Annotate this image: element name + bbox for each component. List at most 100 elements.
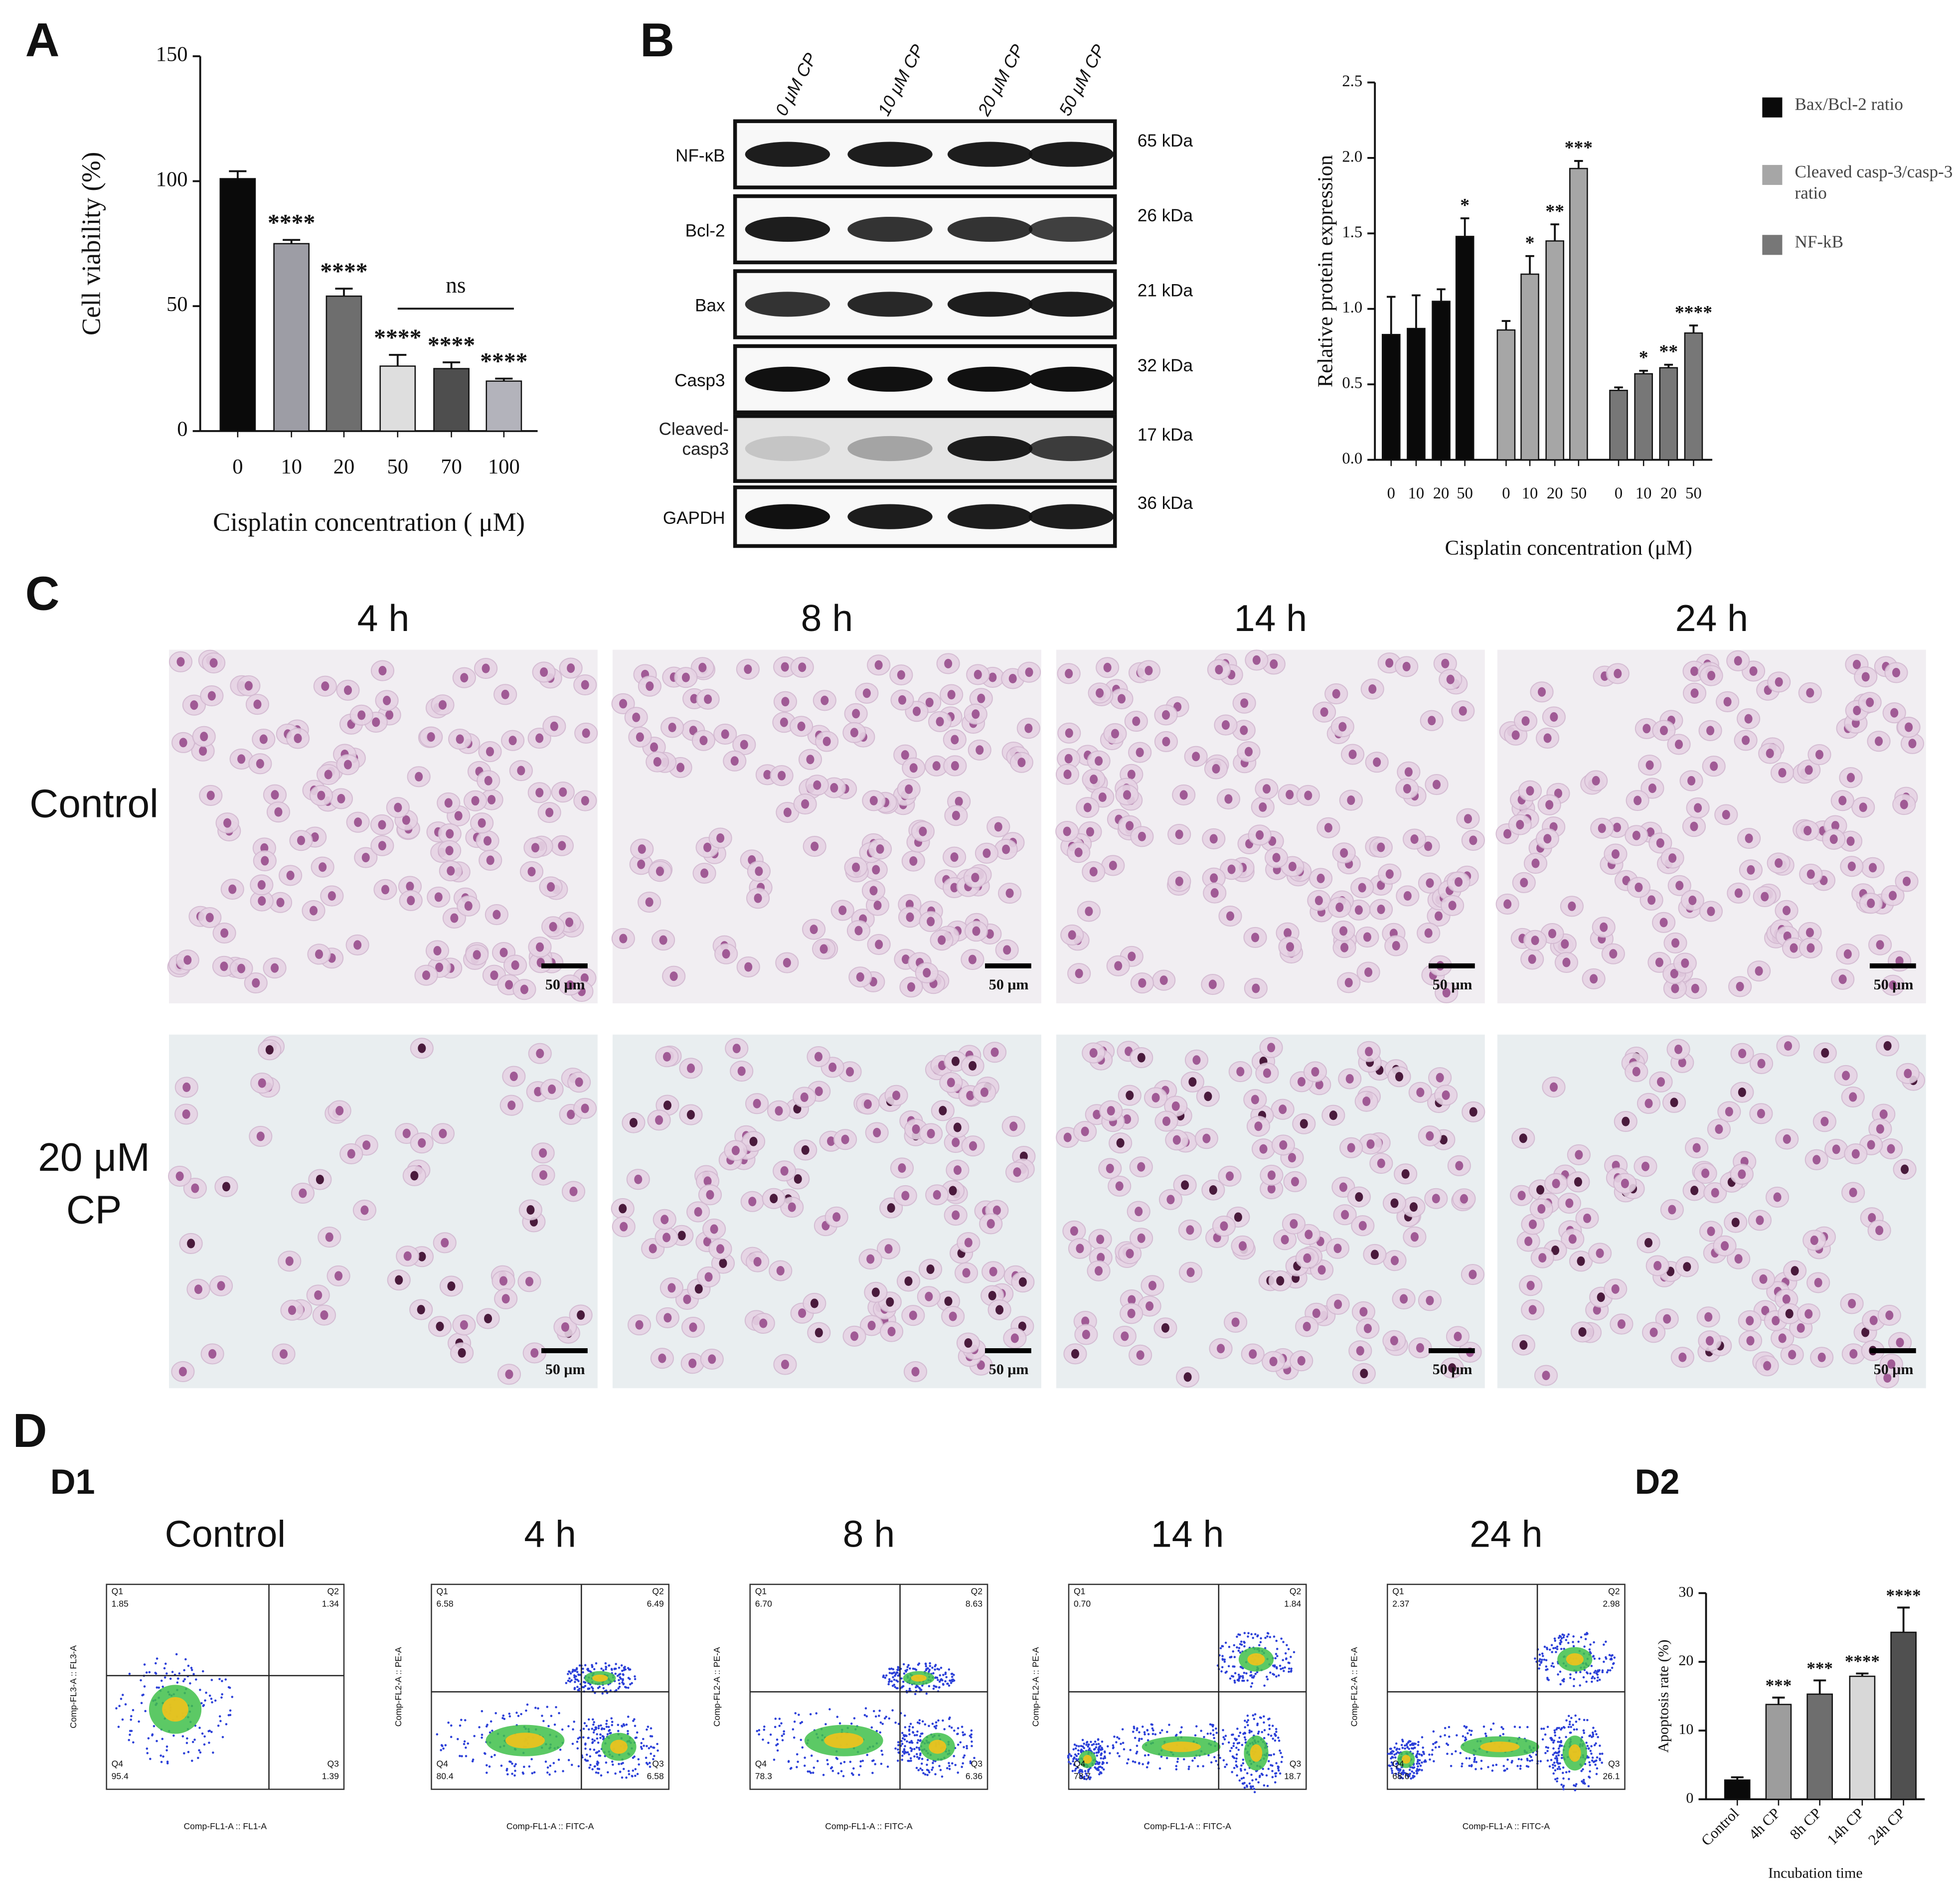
event — [1550, 1644, 1553, 1646]
nucleus — [1114, 961, 1123, 971]
event — [1595, 1733, 1598, 1735]
x-tick-label: 14h CP — [1823, 1805, 1867, 1848]
event — [888, 1668, 891, 1671]
event — [1565, 1735, 1567, 1738]
time-label: 24 h — [1675, 597, 1748, 639]
nucleus — [964, 1338, 973, 1348]
nucleus — [402, 1128, 411, 1138]
nucleus — [875, 940, 883, 949]
event — [1590, 1752, 1593, 1755]
event — [938, 1765, 941, 1767]
nucleus — [454, 811, 463, 821]
event — [1267, 1718, 1270, 1721]
event — [919, 1767, 922, 1770]
blot-band — [847, 436, 933, 462]
event — [1238, 1676, 1241, 1678]
nucleus — [655, 866, 664, 876]
nucleus — [1426, 1295, 1434, 1305]
event — [1115, 1741, 1118, 1743]
event — [769, 1733, 772, 1736]
nucleus — [1671, 983, 1679, 993]
nucleus — [1744, 714, 1753, 724]
nucleus — [1063, 826, 1071, 836]
event — [1165, 1757, 1168, 1759]
event — [1223, 1738, 1226, 1740]
event — [934, 1664, 937, 1666]
event — [486, 1764, 488, 1766]
event — [637, 1758, 640, 1760]
event — [919, 1735, 922, 1737]
event — [1243, 1632, 1246, 1634]
nucleus — [872, 865, 880, 875]
event — [1550, 1665, 1553, 1667]
nucleus — [1126, 1249, 1134, 1259]
event — [586, 1759, 589, 1762]
event — [1224, 1641, 1227, 1644]
event — [921, 1720, 924, 1723]
nucleus — [360, 1205, 369, 1215]
event — [1561, 1679, 1564, 1682]
nucleus — [994, 822, 1002, 832]
nucleus — [1126, 821, 1134, 831]
event — [1269, 1671, 1272, 1674]
nucleus — [427, 732, 435, 742]
event — [583, 1722, 586, 1725]
event — [931, 1723, 934, 1725]
event — [481, 1733, 484, 1736]
nucleus — [1432, 780, 1441, 789]
event — [1150, 1723, 1153, 1726]
nucleus — [1204, 1092, 1212, 1101]
nucleus — [1561, 939, 1569, 949]
event — [597, 1772, 600, 1774]
nucleus — [744, 962, 753, 972]
event — [812, 1771, 815, 1774]
nucleus — [1778, 768, 1787, 778]
event — [1474, 1768, 1477, 1770]
event — [902, 1680, 905, 1683]
event — [1278, 1739, 1281, 1742]
blot-band — [1028, 142, 1114, 167]
x-tick-label: 20 — [1660, 484, 1677, 502]
nucleus — [1226, 911, 1235, 921]
event — [1573, 1784, 1575, 1787]
event — [636, 1773, 639, 1775]
event — [1553, 1729, 1556, 1732]
event — [916, 1685, 919, 1688]
event — [596, 1760, 599, 1763]
event — [181, 1735, 184, 1737]
event — [931, 1666, 934, 1669]
nucleus — [505, 1369, 513, 1379]
nucleus — [1670, 968, 1678, 978]
event — [908, 1753, 910, 1756]
event — [513, 1774, 516, 1777]
nucleus — [178, 1367, 187, 1377]
nucleus — [1070, 1226, 1078, 1236]
nucleus — [1791, 1266, 1799, 1276]
nucleus — [1550, 712, 1558, 722]
event — [953, 1730, 956, 1732]
event — [175, 1653, 178, 1656]
event — [592, 1731, 595, 1734]
event — [1246, 1772, 1249, 1775]
significance: * — [1525, 233, 1535, 254]
event — [1242, 1758, 1245, 1761]
event — [916, 1741, 919, 1744]
event — [537, 1707, 539, 1710]
event — [1603, 1660, 1605, 1663]
event — [1401, 1746, 1404, 1749]
event — [1451, 1752, 1454, 1755]
nucleus — [1690, 688, 1699, 698]
event — [600, 1667, 603, 1670]
event — [1584, 1638, 1587, 1640]
nucleus — [699, 736, 708, 746]
event — [824, 1723, 827, 1726]
nucleus — [1291, 1177, 1300, 1187]
nucleus — [1332, 689, 1340, 699]
nucleus — [1368, 684, 1377, 694]
nucleus — [1842, 1071, 1850, 1081]
nucleus — [1106, 1163, 1114, 1173]
event — [1266, 1635, 1269, 1638]
nucleus — [548, 1084, 556, 1094]
event — [577, 1680, 580, 1683]
event — [459, 1724, 462, 1727]
